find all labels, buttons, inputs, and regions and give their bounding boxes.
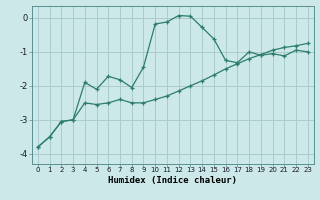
X-axis label: Humidex (Indice chaleur): Humidex (Indice chaleur): [108, 176, 237, 185]
